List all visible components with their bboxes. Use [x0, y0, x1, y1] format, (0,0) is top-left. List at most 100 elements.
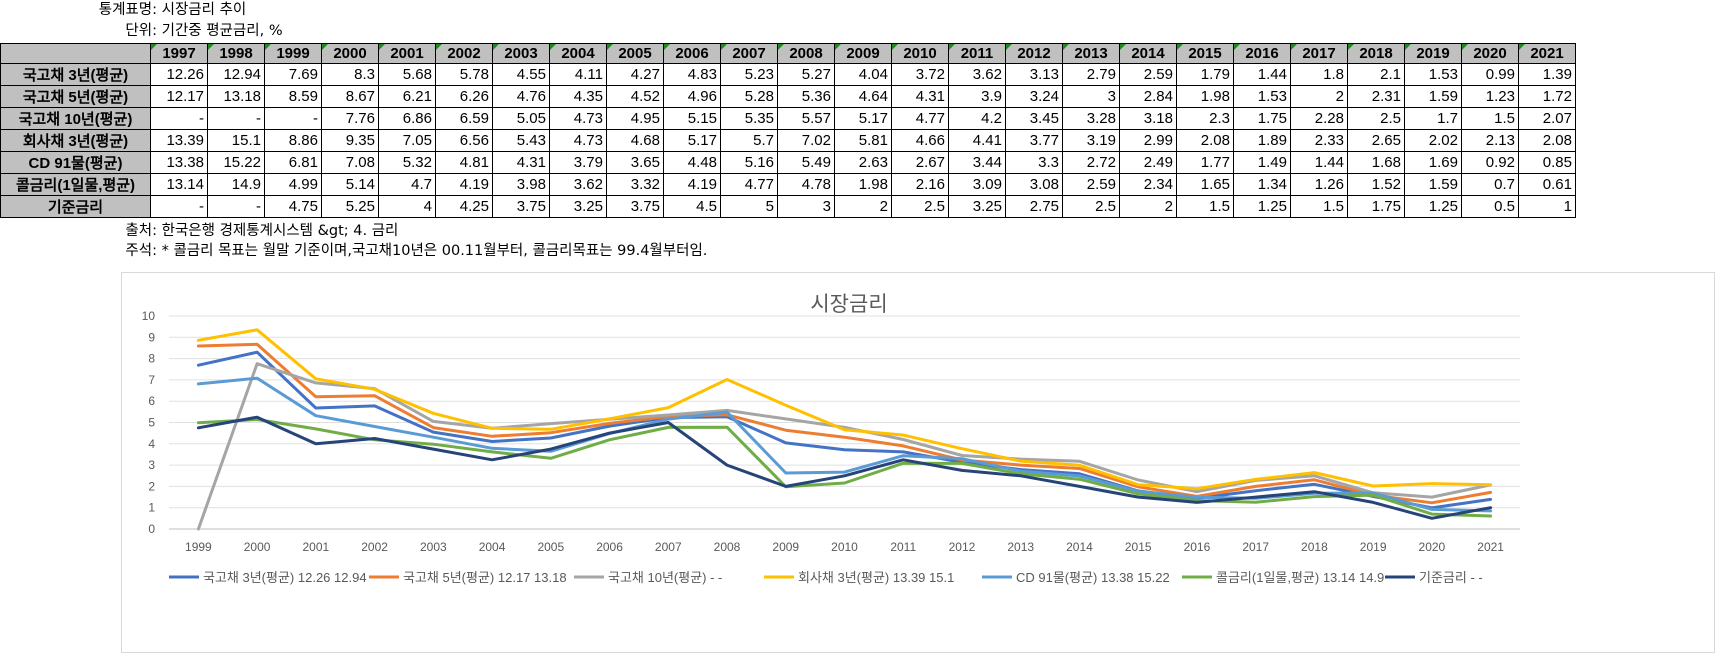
table-cell: 0.61	[1518, 173, 1576, 196]
table-cell: 3.19	[1062, 129, 1120, 152]
table-cell: 8.67	[321, 85, 379, 108]
table-cell: 4.99	[264, 173, 322, 196]
axis-layer: 0 1 2 3 4 5 6 7 8 9 10 1999 2000 2001 2002 2003 2004 2005…	[142, 309, 1505, 554]
table-cell: 5.15	[663, 107, 721, 130]
table-cell: 1.44	[1233, 63, 1291, 86]
table-cell: 1.59	[1404, 85, 1462, 108]
table-row: CD 91물(평균) 13.38 15.22 6.81 7.08 5.32 4.81 4.31…	[0, 151, 1576, 174]
table-cell: 13.14	[150, 173, 208, 196]
table-cell: 4.76	[492, 85, 550, 108]
table-cell: -	[207, 107, 265, 130]
series-layer	[196, 328, 1493, 531]
table-cell: 4.25	[435, 195, 493, 218]
table-cell: 4.83	[663, 63, 721, 86]
table-cell: 8.59	[264, 85, 322, 108]
series-line	[196, 415, 1493, 520]
table-cell: 1.7	[1404, 107, 1462, 130]
row-label: 회사채 3년(평균)	[0, 129, 151, 152]
x-tick-label: 2006	[596, 540, 623, 554]
x-tick-label: 2000	[244, 540, 271, 554]
table-cell: 0.92	[1461, 151, 1519, 174]
year-header: 1997	[150, 43, 208, 64]
table-cell: 5.25	[321, 195, 379, 218]
x-tick-label: 2004	[479, 540, 506, 554]
table-cell: 3.18	[1119, 107, 1177, 130]
table-cell: 2.49	[1119, 151, 1177, 174]
y-tick-label: 1	[148, 501, 155, 515]
note-line: 주석: * 콜금리 목표는 월말 기준이며,국고채10년은 00.11월부터, …	[75, 242, 707, 260]
table-cell: 1.44	[1290, 151, 1348, 174]
row-label: 국고채 3년(평균)	[0, 63, 151, 86]
chart-area: 시장금리 0 1 2 3 4 5 6 7 8 9 10 1999 2000 2001 2002 2003 200…	[121, 272, 1715, 653]
table-cell: 2.59	[1119, 63, 1177, 86]
year-header-row: 1997 1998 1999 2000 2001 2002 2003 2004 2005 2006…	[0, 43, 1576, 64]
table-cell: 3.24	[1005, 85, 1063, 108]
table-cell: 4.77	[720, 173, 778, 196]
rates-table-body: 국고채 3년(평균) 12.26 12.94 7.69 8.3 5.68 5.78 4.55 4…	[0, 63, 1576, 218]
table-cell: 3.72	[891, 63, 949, 86]
table-cell: 8.3	[321, 63, 379, 86]
table-cell: 4.5	[663, 195, 721, 218]
y-tick-label: 2	[148, 479, 155, 493]
table-cell: 2.72	[1062, 151, 1120, 174]
table-cell: 4.96	[663, 85, 721, 108]
year-header: 2019	[1404, 43, 1462, 64]
table-cell: 2.07	[1518, 107, 1576, 130]
stat-name: 시장금리 추이	[161, 2, 247, 18]
table-cell: 3.09	[948, 173, 1006, 196]
year-header: 2000	[321, 43, 379, 64]
table-cell: 2.13	[1461, 129, 1519, 152]
series-line	[196, 362, 1493, 531]
unit-value: 기간중 평균금리, %	[161, 23, 283, 39]
table-row: 콜금리(1일물,평균) 13.14 14.9 4.99 5.14 4.7 4.19 3.98 3…	[0, 173, 1576, 196]
table-cell: 12.17	[150, 85, 208, 108]
year-header: 1998	[207, 43, 265, 64]
table-cell: 1.69	[1404, 151, 1462, 174]
table-cell: 5.68	[378, 63, 436, 86]
x-tick-label: 2011	[890, 540, 916, 554]
table-cell: 1.25	[1404, 195, 1462, 218]
table-cell: 2.08	[1518, 129, 1576, 152]
table-cell: 2	[834, 195, 892, 218]
x-tick-label: 2014	[1066, 540, 1093, 554]
y-tick-label: 3	[148, 458, 155, 472]
table-cell: 2.1	[1347, 63, 1405, 86]
table-cell: 4.64	[834, 85, 892, 108]
chart-title: 시장금리	[810, 293, 887, 316]
table-cell: 5.57	[777, 107, 835, 130]
source-line: 출처: 한국은행 경제통계시스템 &gt; 4. 금리	[75, 222, 398, 240]
x-tick-label: 2021	[1477, 540, 1504, 554]
year-header: 2021	[1518, 43, 1576, 64]
table-cell: 4.27	[606, 63, 664, 86]
table-cell: 4.48	[663, 151, 721, 174]
legend-label: 국고채 3년(평균) 12.26 12.94	[203, 570, 367, 585]
table-cell: 7.69	[264, 63, 322, 86]
table-cell: 6.21	[378, 85, 436, 108]
table-cell: 2.02	[1404, 129, 1462, 152]
table-cell: 4.19	[435, 173, 493, 196]
table-cell: 3.3	[1005, 151, 1063, 174]
x-tick-label: 2001	[302, 540, 329, 554]
y-tick-label: 5	[148, 416, 155, 430]
table-cell: 3.13	[1005, 63, 1063, 86]
table-cell: 5.35	[720, 107, 778, 130]
table-cell: 7.76	[321, 107, 379, 130]
table-cell: 1.39	[1518, 63, 1576, 86]
table-cell: 13.39	[150, 129, 208, 152]
table-cell: 2	[1290, 85, 1348, 108]
x-tick-label: 2019	[1360, 540, 1387, 554]
x-tick-label: 2002	[361, 540, 388, 554]
source-label: 출처:	[125, 223, 157, 239]
series-line	[196, 342, 1493, 505]
table-cell: 4.66	[891, 129, 949, 152]
table-cell: 4.35	[549, 85, 607, 108]
table-row: 국고채 10년(평균) - - -7.76 6.86 6.59 5.05 4.73 4.95 5.…	[0, 107, 1576, 130]
table-cell: 2.5	[891, 195, 949, 218]
year-header: 2002	[435, 43, 493, 64]
x-tick-label: 2018	[1301, 540, 1328, 554]
table-cell: 1.75	[1233, 107, 1291, 130]
year-header: 2004	[549, 43, 607, 64]
table-cell: 1.52	[1347, 173, 1405, 196]
year-header: 2011	[948, 43, 1006, 64]
table-cell: 1.65	[1176, 173, 1234, 196]
